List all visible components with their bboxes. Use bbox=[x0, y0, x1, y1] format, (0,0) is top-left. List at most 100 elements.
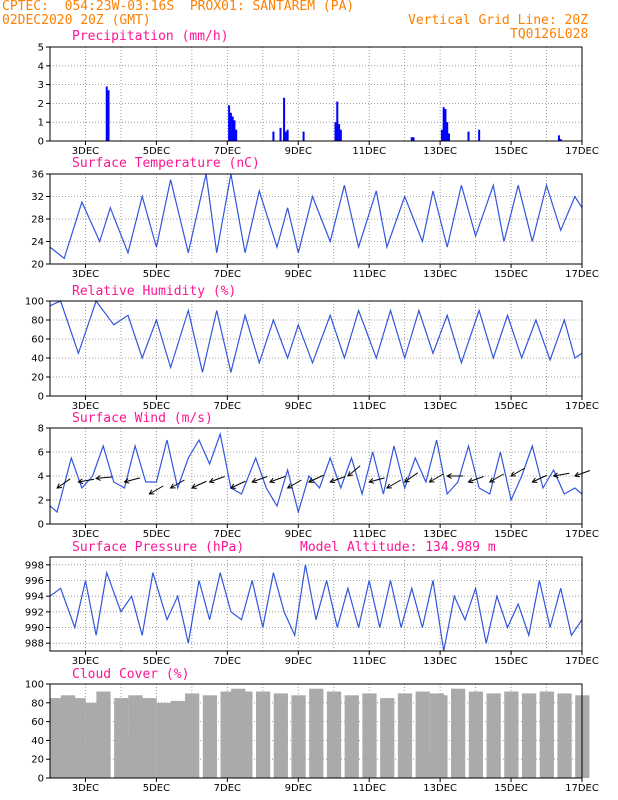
wind-arrow bbox=[56, 478, 71, 489]
wind-arrow-head bbox=[386, 483, 392, 489]
wind-arrow-head bbox=[488, 477, 495, 483]
wind-arrow-shaft bbox=[287, 479, 302, 489]
cloud-frame bbox=[49, 683, 583, 779]
wind-arrow bbox=[467, 476, 484, 484]
wind-xtick-label: 13DEC bbox=[423, 529, 457, 540]
precip-bar bbox=[235, 129, 238, 141]
pressure-xtick-label: 15DEC bbox=[494, 656, 528, 667]
wind-arrow-shaft bbox=[251, 476, 268, 483]
wind-arrow-head bbox=[95, 475, 101, 481]
wind-arrow-head bbox=[169, 483, 176, 489]
wind-arrow-shaft bbox=[124, 477, 141, 483]
wind-arrow-head bbox=[148, 489, 155, 495]
humidity-plot-area bbox=[50, 301, 582, 396]
cloud-panel: 0 20 40 60 80 100 3DEC 5DEC 7DEC 9DEC 11DEC 13DEC 15… bbox=[25, 680, 599, 795]
cloud-xtick-label: 17DEC bbox=[565, 783, 599, 794]
precip-bar bbox=[478, 129, 481, 141]
precip-xtick-label: 5DEC bbox=[143, 146, 170, 157]
header-grid-note: Vertical Grid Line: 20Z bbox=[408, 13, 589, 28]
header-line-1: CPTEC: 054:23W-03:16S PROX01: SANTAREM (… bbox=[2, 0, 354, 14]
header-station: PROX01: SANTAREM (PA) bbox=[189, 0, 355, 14]
cloud-xtick-label: 3DEC bbox=[72, 783, 99, 794]
wind-arrow-shaft bbox=[230, 480, 246, 489]
temperature-ytick-label: 20 bbox=[31, 260, 44, 271]
cloud-bar bbox=[344, 695, 359, 778]
precip-ytick-label: 4 bbox=[38, 61, 44, 72]
precip-bar bbox=[444, 109, 447, 141]
cloud-xtick-label: 11DEC bbox=[352, 783, 386, 794]
humidity-xtick-label: 11DEC bbox=[352, 401, 386, 412]
cloud-bar bbox=[362, 693, 377, 778]
cloud-bar bbox=[539, 691, 554, 778]
cloud-bar bbox=[238, 691, 253, 778]
wind-arrow-head bbox=[286, 483, 293, 489]
precip-xtick-label: 17DEC bbox=[565, 146, 599, 157]
wind-arrow-head bbox=[573, 471, 580, 478]
precip-xtick-label: 15DEC bbox=[494, 146, 528, 157]
pressure-frame bbox=[49, 556, 583, 652]
wind-xtick-label: 15DEC bbox=[494, 529, 528, 540]
precip-bar bbox=[302, 131, 305, 141]
pressure-xtick-label: 7DEC bbox=[214, 656, 241, 667]
humidity-ytick-label: 80 bbox=[31, 316, 44, 327]
wind-arrow-shaft bbox=[429, 473, 444, 483]
cloud-bar bbox=[273, 693, 288, 778]
cloud-xtick-label: 7DEC bbox=[214, 783, 241, 794]
humidity-xtick-label: 3DEC bbox=[72, 401, 99, 412]
wind-ytick-label: 4 bbox=[38, 472, 44, 483]
wind-arrow-shaft bbox=[191, 480, 207, 489]
precip-panel: 0 1 2 3 4 5 3DEC 5DEC 7DEC 9DEC 11DEC 13DEC 15DEC 17D… bbox=[38, 43, 599, 158]
precip-bar bbox=[233, 120, 236, 141]
precip-xtick-label: 3DEC bbox=[72, 146, 99, 157]
humidity-ytick-label: 0 bbox=[38, 392, 44, 403]
wind-plot-area bbox=[50, 428, 582, 524]
precip-xtick-label: 11DEC bbox=[352, 146, 386, 157]
wind-arrow bbox=[190, 480, 207, 489]
temperature-xtick-label: 3DEC bbox=[72, 269, 99, 280]
temperature-plot-area bbox=[50, 174, 582, 264]
header-code: TQ0126L028 bbox=[510, 27, 589, 42]
wind-arrow bbox=[403, 472, 419, 483]
humidity-xtick-label: 13DEC bbox=[423, 401, 457, 412]
wind-arrow bbox=[510, 467, 526, 477]
wind-arrow-head bbox=[446, 473, 452, 479]
precip-bar bbox=[338, 124, 341, 141]
cloud-ytick-label: 40 bbox=[31, 736, 44, 747]
wind-arrow-head bbox=[552, 472, 559, 479]
header-source: CPTEC: bbox=[2, 0, 49, 14]
pressure-ytick-label: 992 bbox=[25, 607, 44, 618]
wind-arrow-shaft bbox=[56, 478, 71, 489]
temperature-ytick-label: 36 bbox=[31, 170, 44, 181]
cloud-bar bbox=[255, 691, 271, 778]
cloud-bar bbox=[170, 700, 186, 778]
temperature-title: Surface Temperature (nC) bbox=[72, 156, 260, 171]
cloud-bar bbox=[433, 695, 448, 778]
precip-bar bbox=[448, 133, 450, 141]
wind-arrow-shaft bbox=[170, 479, 185, 489]
wind-arrow-head bbox=[77, 478, 84, 485]
precip-ytick-label: 3 bbox=[38, 80, 44, 91]
wind-ytick-label: 8 bbox=[38, 424, 44, 435]
precip-bar bbox=[412, 137, 415, 141]
wind-arrow-head bbox=[251, 477, 258, 484]
cloud-bar bbox=[128, 695, 143, 778]
humidity-ytick-label: 40 bbox=[31, 354, 44, 365]
wind-ytick-label: 6 bbox=[38, 448, 44, 459]
wind-arrow bbox=[95, 475, 113, 481]
wind-xtick-label: 17DEC bbox=[565, 529, 599, 540]
wind-xtick-label: 7DEC bbox=[214, 529, 241, 540]
humidity-panel: 0 20 40 60 80 100 3DEC 5DEC 7DEC 9DEC 11DEC 13DEC 15… bbox=[25, 297, 599, 413]
wind-xtick-label: 5DEC bbox=[143, 529, 170, 540]
cloud-bar bbox=[142, 698, 157, 778]
precip-ytick-label: 1 bbox=[38, 118, 44, 129]
pressure-ytick-label: 996 bbox=[25, 576, 44, 587]
pressure-xtick-label: 5DEC bbox=[143, 656, 170, 667]
pressure-ytick-label: 988 bbox=[25, 639, 44, 650]
humidity-title: Relative Humidity (%) bbox=[72, 284, 237, 299]
temperature-line bbox=[49, 173, 583, 260]
temperature-xtick-label: 17DEC bbox=[565, 269, 599, 280]
precip-bar bbox=[107, 90, 110, 141]
temperature-xtick-label: 7DEC bbox=[214, 269, 241, 280]
wind-arrow-head bbox=[467, 477, 474, 484]
